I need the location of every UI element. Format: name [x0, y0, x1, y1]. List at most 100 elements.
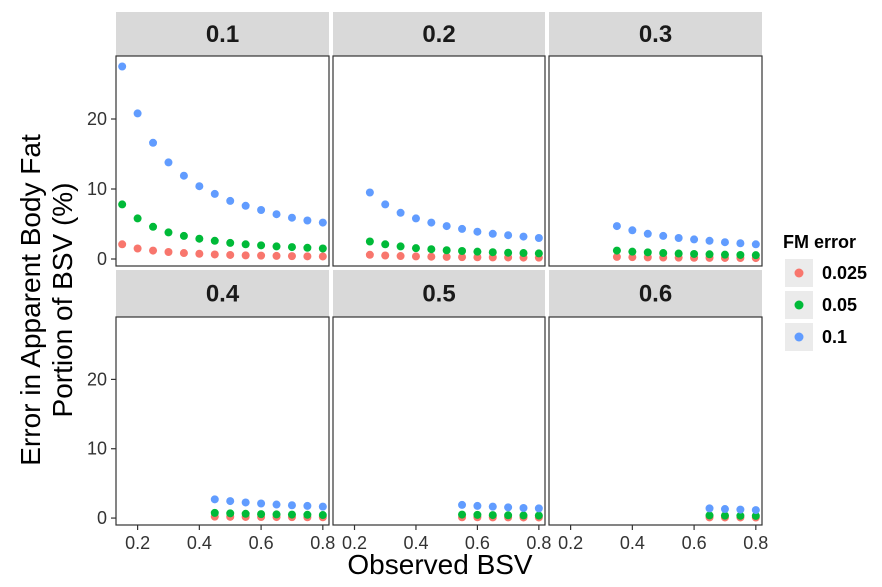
legend-keys: 0.025 0.05 0.1: [785, 259, 867, 351]
data-point: [179, 231, 188, 240]
data-point: [303, 252, 312, 261]
data-point: [133, 244, 142, 253]
data-point: [504, 511, 513, 520]
data-point: [303, 216, 312, 225]
data-point: [118, 240, 127, 249]
data-point: [226, 196, 235, 205]
data-point: [720, 511, 729, 520]
legend: FM error 0.025 0.05 0.1: [783, 232, 867, 351]
series-0.05: [118, 200, 327, 253]
data-point: [164, 158, 173, 167]
data-point: [534, 234, 543, 242]
data-point: [210, 508, 219, 517]
facet-panel-2: 0.2: [332, 12, 546, 267]
data-point: [504, 248, 513, 257]
data-point: [519, 232, 528, 241]
facet-panels: 0.1 0.2 0.3 0.4 0.5 0.6: [115, 12, 763, 526]
data-point: [411, 244, 420, 253]
data-point: [705, 236, 714, 245]
data-point: [133, 214, 142, 223]
data-point: [458, 246, 467, 255]
data-point: [612, 222, 621, 231]
y-tick-label: 20: [87, 109, 107, 129]
series-0.05: [612, 246, 760, 260]
data-point: [534, 511, 543, 520]
x-tick-label: 0.4: [403, 533, 428, 553]
data-point: [628, 226, 637, 235]
facet-panel-1: 0.1: [115, 12, 330, 267]
facet-strip-label-1: 0.1: [206, 21, 239, 48]
data-point: [303, 501, 312, 510]
data-point: [473, 227, 482, 236]
data-point: [257, 499, 266, 508]
data-point: [318, 244, 327, 253]
data-point: [164, 248, 173, 256]
data-point: [365, 237, 374, 246]
data-point: [381, 240, 390, 249]
data-point: [164, 228, 173, 237]
data-point: [195, 182, 204, 191]
x-axis-title: Observed BSV: [347, 549, 533, 580]
facet-strip-4: [116, 270, 329, 317]
data-point: [381, 200, 390, 209]
data-point: [318, 218, 327, 227]
data-point: [751, 506, 760, 515]
data-point: [705, 511, 714, 520]
facet-panel-6: 0.6: [548, 270, 763, 526]
data-point: [226, 509, 235, 518]
data-point: [659, 249, 668, 258]
data-point: [705, 504, 714, 513]
facet-strip-3: [549, 12, 762, 56]
data-point: [272, 251, 281, 260]
y-tick-label: 10: [87, 179, 107, 199]
data-point: [751, 251, 760, 260]
x-tick-label: 0.2: [125, 533, 150, 553]
y-axis-title-line-2: Portion of BSV (%): [47, 183, 78, 418]
data-point: [473, 510, 482, 519]
data-point: [257, 206, 266, 214]
facet-panel-3: 0.3: [548, 12, 763, 267]
data-point: [287, 213, 296, 222]
series-0.05: [458, 510, 543, 520]
facet-strip-1: [116, 12, 329, 56]
data-point: [427, 245, 436, 254]
facet-strip-5: [333, 270, 545, 317]
data-point: [257, 241, 266, 250]
data-point: [488, 248, 497, 257]
facet-plot-area-5: [332, 316, 546, 526]
series-0.1: [210, 495, 327, 511]
data-point: [736, 511, 745, 520]
x-tick-label: 0.4: [187, 533, 212, 553]
data-point: [427, 218, 436, 227]
data-point: [411, 252, 420, 261]
y-axis-title-line-1: Error in Apparent Body Fat: [15, 134, 46, 466]
series-0.05: [705, 511, 760, 520]
data-point: [149, 246, 158, 255]
x-tick-label: 0.6: [682, 533, 707, 553]
data-point: [720, 505, 729, 514]
data-point: [504, 231, 513, 240]
series-0.05: [365, 237, 543, 258]
data-point: [674, 234, 683, 242]
facet-plot-area-2: [332, 55, 546, 267]
data-point: [643, 229, 652, 238]
data-point: [133, 109, 142, 118]
data-point: [690, 249, 699, 258]
data-point: [411, 214, 420, 223]
data-point: [473, 501, 482, 510]
facet-plot-area-6: [548, 316, 763, 526]
series-0.1: [705, 504, 760, 515]
data-point: [210, 236, 219, 245]
facet-strip-label-4: 0.4: [206, 281, 240, 308]
data-point: [442, 222, 451, 231]
data-point: [628, 247, 637, 256]
data-point: [736, 239, 745, 248]
data-point: [690, 235, 699, 244]
data-point: [179, 171, 188, 180]
data-point: [241, 201, 250, 210]
data-point: [720, 238, 729, 247]
y-tick-label: 10: [87, 439, 107, 459]
legend-label-0.05: 0.05: [822, 295, 857, 315]
